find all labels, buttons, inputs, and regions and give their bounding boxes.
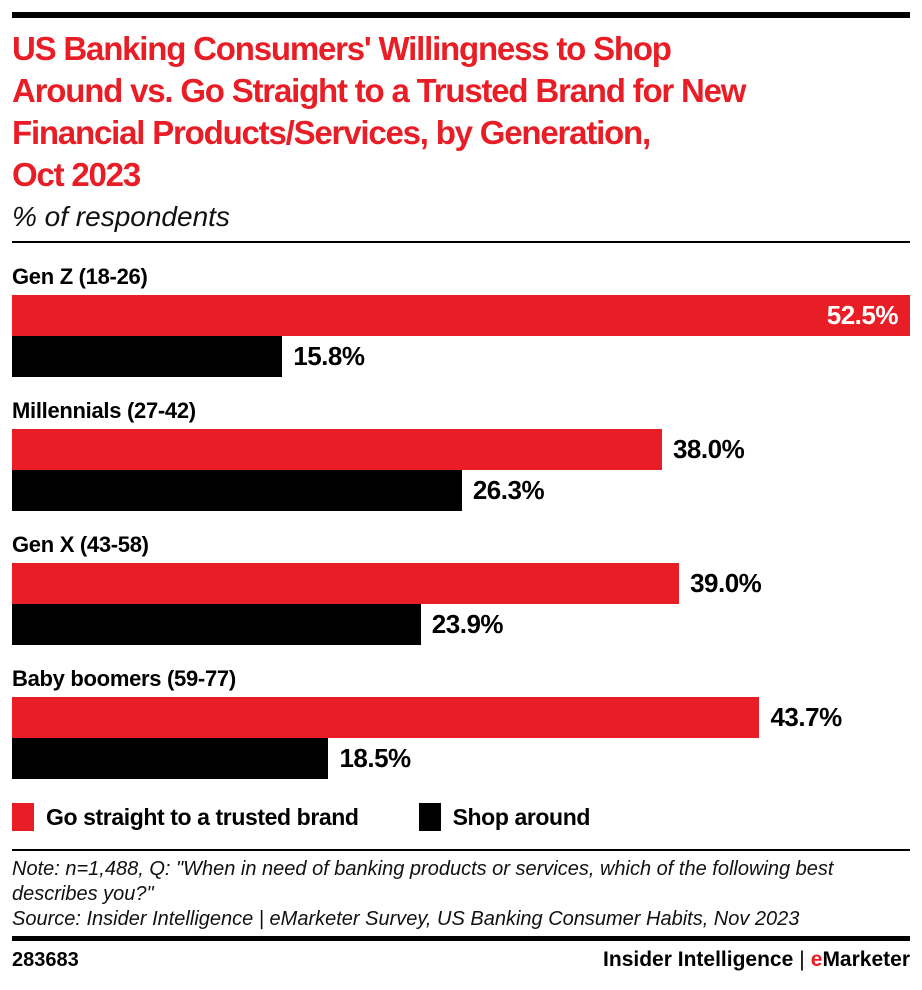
bar-value-label: 38.0%	[672, 434, 745, 464]
bar-value-label: 18.5%	[339, 743, 411, 773]
source-text: Source: Insider Intelligence | eMarketer…	[12, 908, 800, 930]
chart-group: Baby boomers (59-77) 43.7% 18.5%	[12, 666, 910, 779]
note-text: Note: n=1,488, Q: "When in need of banki…	[12, 858, 834, 905]
legend-item: Shop around	[418, 803, 591, 831]
bar-trusted-brand	[12, 563, 680, 604]
brand-lockup: Insider Intelligence | eMarketer	[603, 948, 910, 972]
category-label: Millennials (27-42)	[12, 398, 196, 423]
bar-value-label: 43.7%	[770, 702, 842, 732]
footer-divider	[12, 936, 910, 941]
footer: 283683 Insider Intelligence | eMarketer	[12, 948, 910, 972]
bar-chart: Gen Z (18-26) 52.5% 15.8% Millennials (27-4…	[12, 264, 910, 779]
header-divider	[12, 241, 910, 243]
bar-value-label: 23.9%	[431, 609, 504, 639]
bar-row: 23.9%	[12, 604, 910, 645]
chart-id: 283683	[12, 949, 79, 971]
brand-emarketer-e: e	[810, 948, 823, 971]
bar-trusted-brand	[12, 697, 760, 738]
chart-group: Millennials (27-42) 38.0% 26.3%	[12, 398, 910, 511]
legend-item: Go straight to a trusted brand	[12, 803, 359, 831]
category-label: Gen X (43-58)	[12, 532, 149, 557]
bar-shop-around	[12, 604, 421, 645]
bar-row: 26.3%	[12, 470, 910, 511]
category-label: Baby boomers (59-77)	[12, 666, 236, 691]
brand-emarketer-rest: Marketer	[822, 948, 910, 971]
bar-row: 15.8%	[12, 336, 910, 377]
legend-label: Shop around	[452, 803, 591, 830]
chart-subtitle: % of respondents	[12, 201, 230, 232]
bar-row: 18.5%	[12, 738, 910, 779]
bar-value-label: 15.8%	[293, 341, 365, 371]
bar-shop-around	[12, 738, 329, 779]
bar-value-label: 52.5%	[826, 300, 899, 330]
notes-divider	[12, 849, 910, 851]
bar-row: 43.7%	[12, 697, 910, 738]
bar-shop-around	[12, 470, 462, 511]
chart-page: US Banking Consumers' Willingness to Sho…	[0, 12, 922, 990]
bar-trusted-brand	[12, 429, 662, 470]
bar-value-label: 39.0%	[690, 568, 762, 598]
legend-swatch-shop-around	[418, 803, 441, 831]
bar-row: 39.0%	[12, 563, 910, 604]
brand-separator: |	[799, 948, 805, 971]
category-label: Gen Z (18-26)	[12, 264, 148, 289]
bar-value-label: 26.3%	[472, 475, 545, 505]
top-accent-bar	[12, 12, 910, 18]
brand-insider-intelligence: Insider Intelligence	[603, 948, 794, 971]
chart-legend: Go straight to a trusted brand Shop aroun…	[12, 803, 910, 831]
chart-title: US Banking Consumers' Willingness to Sho…	[12, 30, 746, 193]
chart-group: Gen X (43-58) 39.0% 23.9%	[12, 532, 910, 645]
legend-label: Go straight to a trusted brand	[46, 803, 359, 830]
chart-group: Gen Z (18-26) 52.5% 15.8%	[12, 264, 910, 377]
notes-block: Note: n=1,488, Q: "When in need of banki…	[12, 857, 910, 932]
bar-trusted-brand: 52.5%	[12, 295, 910, 336]
bar-shop-around	[12, 336, 283, 377]
bar-row: 52.5%	[12, 295, 910, 336]
bar-row: 38.0%	[12, 429, 910, 470]
legend-swatch-trusted-brand	[12, 803, 34, 831]
